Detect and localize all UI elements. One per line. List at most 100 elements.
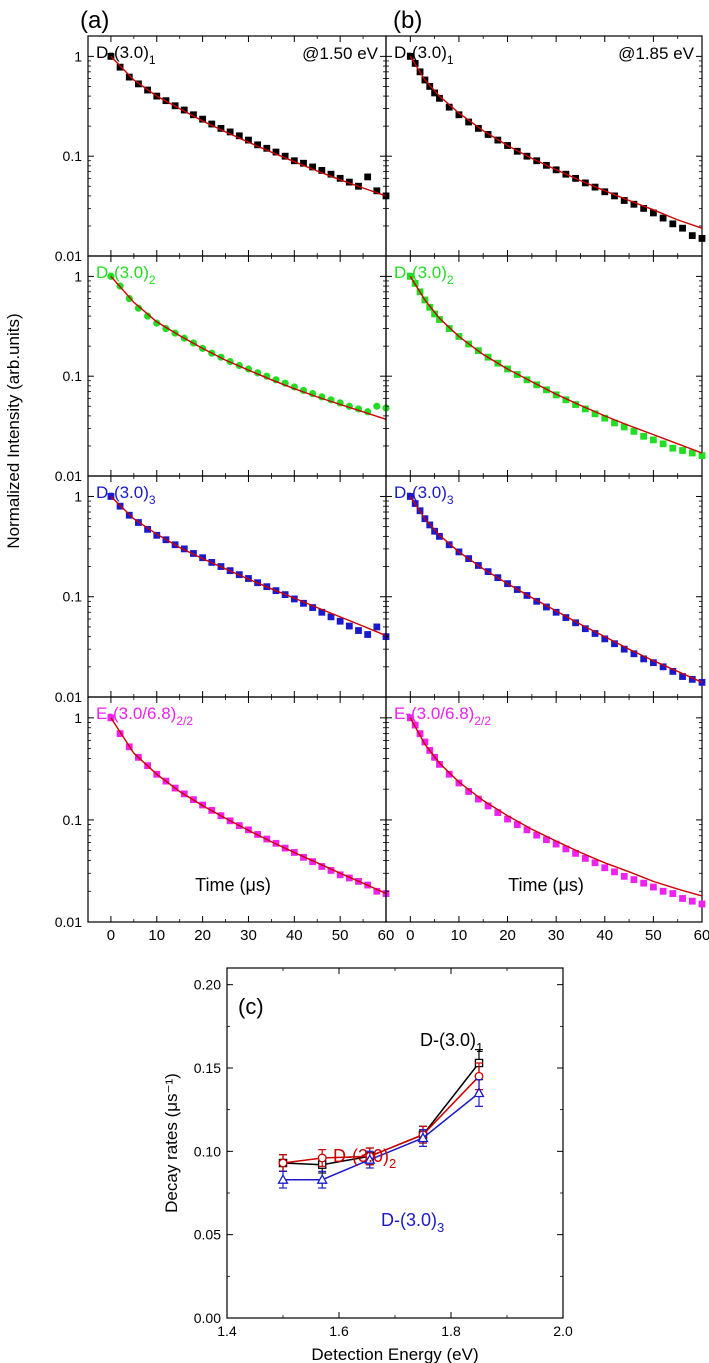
data-point bbox=[640, 880, 647, 887]
data-point bbox=[660, 440, 667, 447]
data-point bbox=[346, 623, 353, 630]
data-point bbox=[601, 864, 608, 871]
y-tick-label: 1 bbox=[74, 488, 82, 504]
series-label-main: D-(3.0) bbox=[381, 1210, 437, 1230]
plot-frame bbox=[88, 36, 386, 256]
panel-a-row-3: 0.01 0.1 1 D-(3.0)3 bbox=[55, 476, 390, 705]
y-tick-label: 1 bbox=[74, 268, 82, 284]
fit-curve bbox=[410, 497, 702, 683]
series-label: D-(3.0)1 bbox=[394, 43, 454, 67]
series-label-main: E-(3.0/6.8) bbox=[394, 704, 474, 723]
data-point bbox=[699, 235, 706, 242]
series-label-subscript: 3 bbox=[149, 493, 156, 507]
panel-b-row-2: D-(3.0)2 bbox=[386, 256, 705, 476]
y-tick-label: 0.1 bbox=[63, 148, 83, 164]
data-point bbox=[364, 174, 371, 181]
data-point bbox=[446, 325, 453, 332]
time-axis-label-a: Time (μs) bbox=[195, 875, 271, 895]
x-axis-label: Detection Energy (eV) bbox=[311, 1345, 478, 1363]
panel-a-label: (a) bbox=[80, 7, 109, 34]
series-label-subscript: 1 bbox=[149, 53, 156, 67]
x-tick-label: 50 bbox=[332, 927, 349, 944]
series-annotation: D-(3.0)2 bbox=[333, 1146, 396, 1171]
series-label-main: D-(3.0) bbox=[394, 43, 447, 62]
panel-b-row-1: D-(3.0)1 bbox=[386, 36, 705, 256]
x-tick-label: 40 bbox=[596, 927, 613, 944]
series-label-main: D-(3.0) bbox=[96, 43, 149, 62]
y-tick-label: 0.1 bbox=[63, 812, 83, 828]
series-label-subscript: 3 bbox=[447, 493, 454, 507]
data-point bbox=[669, 890, 676, 897]
panel-a-row-1: 0.010.11 D-(3.0)1 bbox=[55, 36, 390, 264]
x-tick-label: 0 bbox=[107, 927, 115, 944]
data-point bbox=[373, 403, 380, 410]
series-label-subscript: 2/2 bbox=[176, 714, 193, 728]
data-point bbox=[631, 876, 638, 883]
data-point bbox=[699, 901, 706, 908]
fit-curve bbox=[111, 718, 386, 894]
y-tick-label: 0.01 bbox=[55, 689, 82, 705]
fit-curve bbox=[111, 497, 386, 636]
x-tick-label: 0 bbox=[406, 927, 414, 944]
data-point bbox=[660, 888, 667, 895]
data-point bbox=[679, 895, 686, 902]
data-point bbox=[640, 433, 647, 440]
panel-b-label: (b) bbox=[393, 7, 422, 34]
x-tick-label: 40 bbox=[286, 927, 303, 944]
plot-frame bbox=[386, 36, 702, 256]
panel-b-row-4: 0 10 20 30 40 50 60 E-(3.0/6.8)2/2 bbox=[386, 697, 709, 944]
data-point bbox=[669, 220, 676, 227]
x-tick-label: 20 bbox=[499, 927, 516, 944]
y-tick-label: 0.01 bbox=[55, 914, 82, 930]
data-point bbox=[436, 316, 443, 323]
data-point bbox=[650, 884, 657, 891]
x-tick-label: 20 bbox=[194, 927, 211, 944]
data-point bbox=[117, 64, 124, 71]
y-tick-label: 0.01 bbox=[55, 248, 82, 264]
data-point bbox=[660, 215, 667, 222]
data-point bbox=[318, 1154, 326, 1162]
x-tick-label: 2.0 bbox=[553, 1323, 573, 1339]
fit-curve bbox=[111, 56, 386, 196]
fit-curve bbox=[410, 276, 702, 453]
series-label-main: E-(3.0/6.8) bbox=[96, 704, 176, 723]
panel-b-row-3: D-(3.0)3 bbox=[386, 476, 705, 697]
plot-frame bbox=[88, 476, 386, 697]
x-tick-label: 50 bbox=[645, 927, 662, 944]
series-label: D-(3.0)2 bbox=[394, 263, 454, 287]
series-label-subscript: 1 bbox=[476, 1040, 483, 1055]
plot-frame bbox=[227, 968, 563, 1318]
y-tick-label: 1 bbox=[74, 48, 82, 64]
series-label-main: D-(3.0) bbox=[96, 263, 149, 282]
data-point bbox=[279, 1159, 287, 1167]
series-label-subscript: 1 bbox=[447, 53, 454, 67]
panel-a-row-2: 0.010.11 D-(3.0)2 bbox=[55, 256, 390, 484]
fit-curve bbox=[111, 276, 386, 419]
series-label-main: D-(3.0) bbox=[333, 1146, 389, 1166]
shared-y-axis-label: Normalized Intensity (arb.units) bbox=[4, 313, 23, 548]
data-point bbox=[650, 436, 657, 443]
time-axis-label-b: Time (μs) bbox=[508, 875, 584, 895]
y-tick-label: 0.1 bbox=[63, 589, 83, 605]
y-tick-label: 0.20 bbox=[194, 977, 221, 993]
data-point bbox=[373, 624, 380, 631]
panel-c-label: (c) bbox=[238, 994, 264, 1019]
data-point bbox=[699, 452, 706, 459]
data-point bbox=[475, 1073, 483, 1081]
series-label-subscript: 2 bbox=[447, 273, 454, 287]
x-tick-label: 1.8 bbox=[441, 1323, 461, 1339]
series-label-subscript: 3 bbox=[437, 1220, 444, 1235]
fit-curve bbox=[410, 56, 702, 228]
y-tick-label: 0.10 bbox=[194, 1143, 221, 1159]
data-point bbox=[621, 873, 628, 880]
y-tick-label: 0.15 bbox=[194, 1060, 221, 1076]
series-label: E-(3.0/6.8)2/2 bbox=[394, 704, 491, 728]
data-point bbox=[611, 868, 618, 875]
data-point bbox=[337, 618, 344, 625]
x-tick-label: 1.4 bbox=[217, 1323, 237, 1339]
panel-c-plot: 0.000.050.100.150.201.4 1.6 1.8 2.0Detectio… bbox=[162, 968, 573, 1363]
x-tick-label: 10 bbox=[148, 927, 165, 944]
energy-label-a: @1.50 eV bbox=[302, 44, 379, 63]
series-label-main: D-(3.0) bbox=[394, 263, 447, 282]
